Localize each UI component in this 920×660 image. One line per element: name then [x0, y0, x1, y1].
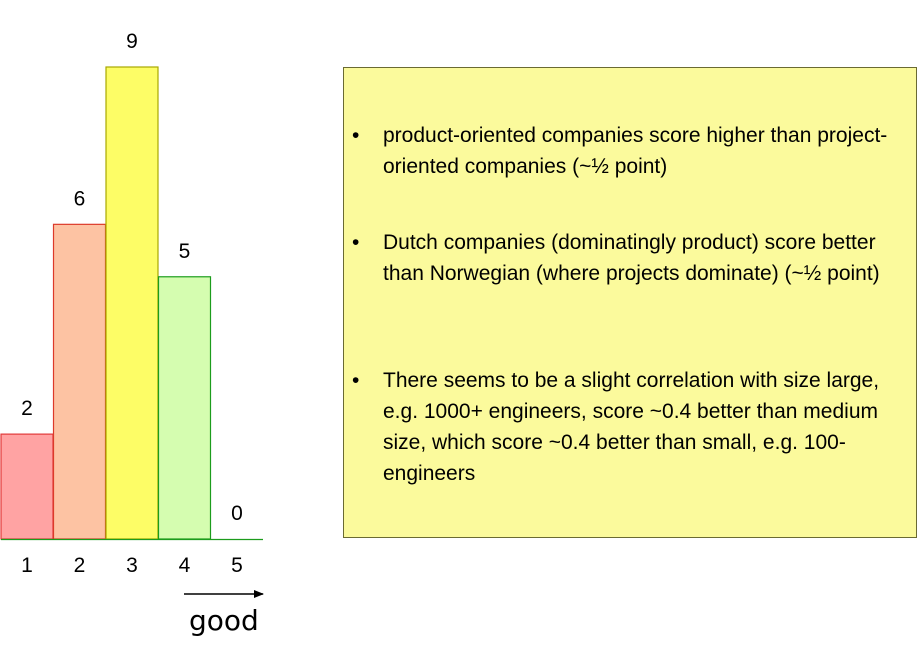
bar-3	[105, 66, 159, 540]
bar-2	[52, 223, 107, 540]
bar-chart: 2 6 9 5 0 1 2 3 4 5 good	[0, 30, 264, 637]
bullet-icon: •	[352, 124, 360, 147]
note-item: • Dutch companies (dominatingly product)…	[352, 227, 913, 289]
bars	[0, 66, 212, 540]
bar-1	[0, 433, 54, 540]
good-annotation: good	[189, 604, 259, 637]
note-item: • product-oriented companies score highe…	[352, 120, 913, 182]
x-tick-label: 3	[126, 554, 138, 577]
data-label: 9	[126, 30, 138, 53]
note-text: Dutch companies (dominatingly product) s…	[383, 231, 880, 285]
data-label: 5	[179, 240, 191, 263]
x-tick-label: 2	[74, 554, 86, 577]
data-labels: 2 6 9 5 0	[21, 30, 243, 525]
x-tick-labels: 1 2 3 4 5	[21, 554, 243, 577]
bar-4	[157, 276, 212, 540]
bullet-icon: •	[352, 369, 360, 392]
note-item: • There seems to be a slight correlation…	[352, 365, 913, 489]
note-text: product-oriented companies score higher …	[383, 124, 888, 178]
bullet-icon: •	[352, 231, 360, 254]
data-label: 6	[74, 187, 86, 210]
data-label: 0	[231, 502, 243, 525]
x-tick-label: 5	[231, 554, 243, 577]
notes-panel: • product-oriented companies score highe…	[343, 67, 917, 538]
data-label: 2	[21, 397, 33, 420]
x-tick-label: 4	[179, 554, 191, 577]
x-tick-label: 1	[21, 554, 33, 577]
note-text: There seems to be a slight correlation w…	[383, 369, 880, 485]
